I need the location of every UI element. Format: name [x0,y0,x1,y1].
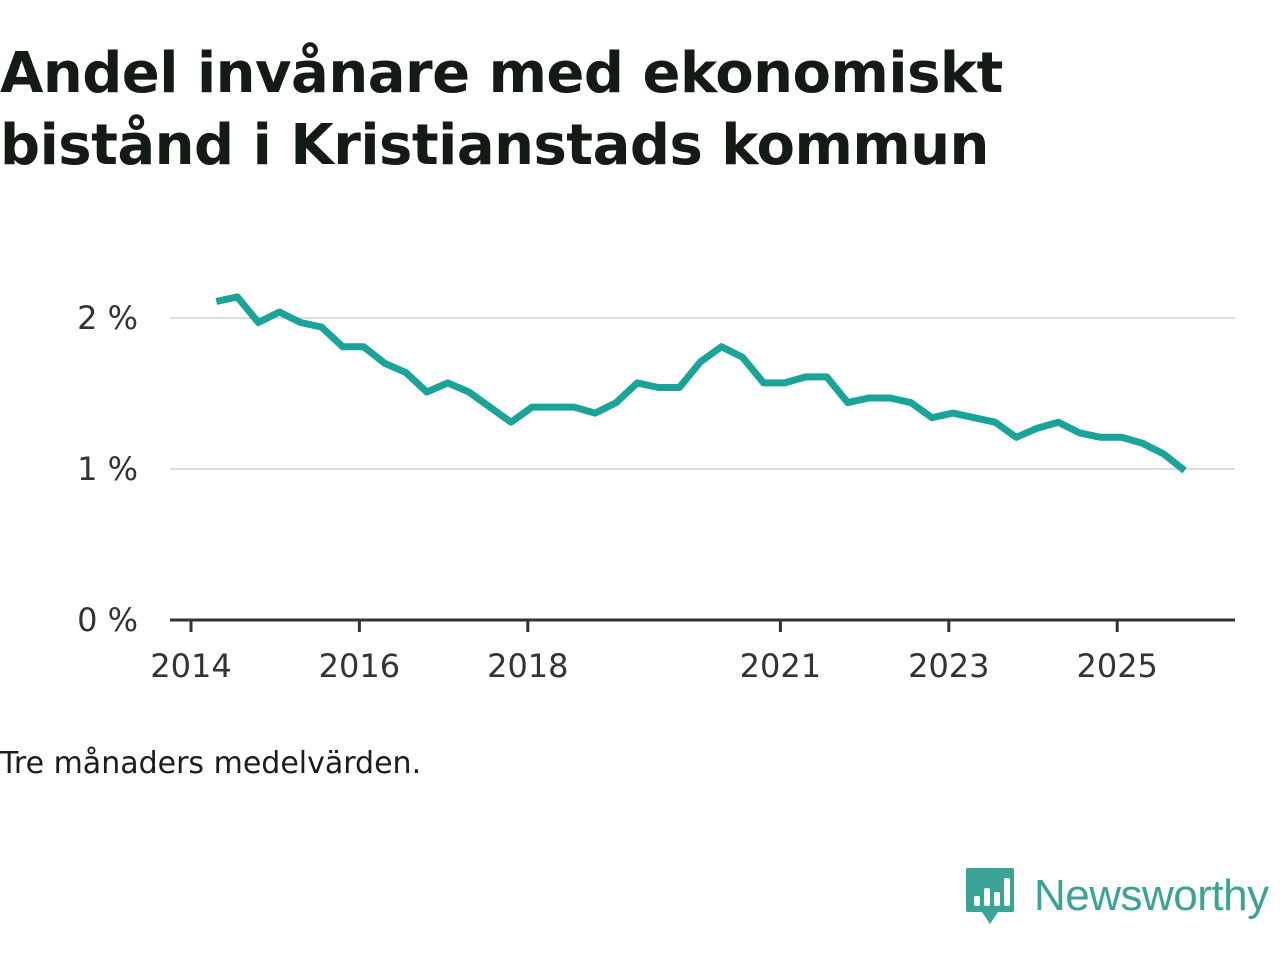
footnote: Tre månaders medelvärden. [0,746,422,781]
x-tick-label: 2025 [1076,647,1157,685]
y-tick-label: 1 % [77,450,138,488]
series-layer [215,293,1187,474]
y-tick-label: 0 % [77,601,138,639]
y-tick-labels: 0 % 1 % 2 % [77,299,138,639]
grid-lines [170,317,1235,470]
x-tick-label: 2023 [908,647,989,685]
y-tick-label: 2 % [77,299,138,337]
x-tick-labels: 2014 2016 2018 2021 2023 2025 [150,647,1158,685]
x-axis [170,618,1235,632]
chart-title: Andel invånare med ekonomiskt bistånd i … [0,38,1260,182]
series-line-0 [215,293,1187,474]
title-line-2: bistånd i Kristianstads kommun [0,113,989,178]
x-tick-label: 2014 [150,647,231,685]
title-line-1: Andel invånare med ekonomiskt [0,41,1003,106]
brand-logo[interactable]: Newsworthy [964,866,1269,926]
brand-name: Newsworthy [1034,871,1269,920]
x-tick-label: 2016 [319,647,400,685]
x-tick-label: 2018 [487,647,568,685]
newsworthy-logo-icon [966,868,1014,924]
x-tick-label: 2021 [740,647,821,685]
